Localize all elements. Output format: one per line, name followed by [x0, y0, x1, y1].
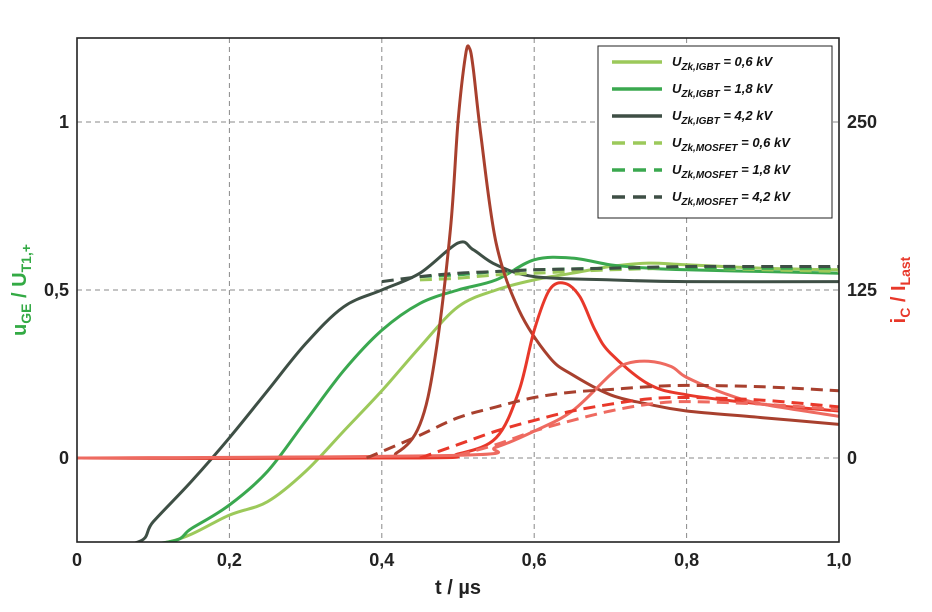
legend-label: UZk,MOSFET = 1,8 kV — [672, 162, 791, 181]
legend-label: UZk,IGBT = 0,6 kV — [672, 54, 773, 73]
series-line-7 — [77, 281, 839, 460]
x-tick-label: 0,6 — [522, 550, 547, 570]
right-axis-title: iC / ILast — [888, 256, 913, 323]
series-line-9 — [366, 383, 839, 460]
x-tick-label: 1,0 — [826, 550, 851, 570]
left-axis-title-sep: / U — [9, 272, 31, 303]
right-axis-title-sep: / I — [888, 285, 910, 307]
series-line-5 — [381, 264, 839, 284]
series-line-4 — [419, 266, 839, 279]
series-line-0 — [160, 261, 839, 542]
right-axis-title-main: i — [888, 318, 910, 324]
tick-labels: 0 0,2 0,4 0,6 0,8 1,0 0 0,5 1 0 125 250 — [44, 112, 877, 570]
series-line-3 — [419, 266, 839, 282]
right-axis-title-sub2: Last — [897, 256, 913, 285]
series-group — [77, 44, 839, 542]
y-left-tick-label: 1 — [59, 112, 69, 132]
legend-box — [597, 45, 833, 219]
x-tick-label: 0,2 — [217, 550, 242, 570]
left-axis-title-main: u — [9, 324, 31, 336]
legend-label: UZk,MOSFET = 4,2 kV — [672, 189, 791, 208]
y-right-tick-label: 250 — [847, 112, 877, 132]
y-left-tick-label: 0,5 — [44, 280, 69, 300]
legend-label: UZk,MOSFET = 0,6 kV — [672, 135, 791, 154]
left-axis-title: uGE / UT1,+ — [9, 244, 34, 336]
right-axis-title-sub: C — [897, 308, 913, 318]
x-axis-title: t / µs — [435, 577, 481, 599]
x-tick-label: 0,8 — [674, 550, 699, 570]
y-right-tick-label: 125 — [847, 280, 877, 300]
legend-label: UZk,IGBT = 1,8 kV — [672, 81, 773, 100]
legend: UZk,IGBT = 0,6 kV UZk,IGBT = 1,8 kV UZk,IG… — [597, 45, 833, 219]
x-tick-label: 0 — [72, 550, 82, 570]
left-axis-title-sub: GE — [18, 304, 34, 324]
legend-label: UZk,IGBT = 4,2 kV — [672, 108, 773, 127]
y-right-tick-label: 0 — [847, 448, 857, 468]
series-line-2 — [132, 240, 839, 542]
x-tick-label: 0,4 — [369, 550, 394, 570]
left-axis-title-sub2: T1,+ — [18, 244, 34, 272]
y-left-tick-label: 0 — [59, 448, 69, 468]
plot-frame — [76, 37, 840, 543]
series-line-11 — [457, 400, 839, 457]
series-line-10 — [419, 395, 839, 460]
